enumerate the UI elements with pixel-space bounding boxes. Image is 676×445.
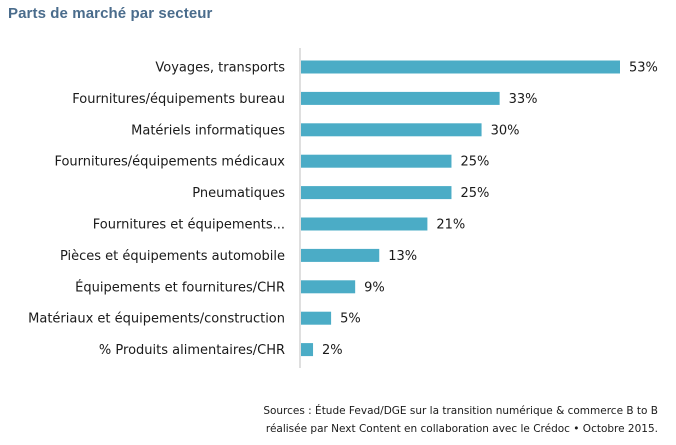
category-label: Pièces et équipements automobile	[60, 249, 285, 264]
bar	[301, 154, 452, 168]
category-label: Fournitures et équipements...	[93, 218, 285, 233]
data-label: 21%	[436, 218, 465, 233]
bar	[301, 60, 620, 74]
category-label: Fournitures/équipements médicaux	[54, 155, 285, 170]
bar	[301, 280, 356, 294]
category-label: Voyages, transports	[155, 61, 285, 76]
bar	[301, 217, 428, 231]
data-label: 30%	[491, 123, 520, 138]
bar	[301, 186, 452, 200]
source-line-2: réalisée par Next Content en collaborati…	[265, 423, 658, 435]
chart-title: Parts de marché par secteur	[8, 5, 213, 22]
bar-chart: Voyages, transports 53% Fournitures/équipe…	[28, 48, 658, 368]
data-label: 9%	[364, 280, 385, 295]
bar	[301, 91, 500, 105]
bar	[301, 248, 380, 262]
data-label: 25%	[460, 155, 489, 170]
bar	[301, 123, 482, 137]
category-label: Pneumatiques	[192, 186, 285, 201]
data-label: 13%	[388, 249, 417, 264]
bar	[301, 311, 332, 325]
category-label: Matériels informatiques	[131, 123, 285, 138]
data-label: 5%	[340, 312, 361, 327]
source-note: Sources : Étude Fevad/DGE sur la transit…	[238, 402, 658, 438]
data-label: 25%	[460, 186, 489, 201]
category-label: % Produits alimentaires/CHR	[99, 343, 285, 358]
source-line-1: Sources : Étude Fevad/DGE sur la transit…	[263, 405, 658, 417]
data-label: 53%	[629, 61, 658, 76]
category-label: Matériaux et équipements/construction	[28, 312, 285, 327]
category-label: Fournitures/équipements bureau	[72, 92, 285, 107]
data-label: 33%	[509, 92, 538, 107]
category-label: Équipements et fournitures/CHR	[75, 279, 285, 295]
bar	[301, 343, 314, 357]
data-label: 2%	[322, 343, 343, 358]
